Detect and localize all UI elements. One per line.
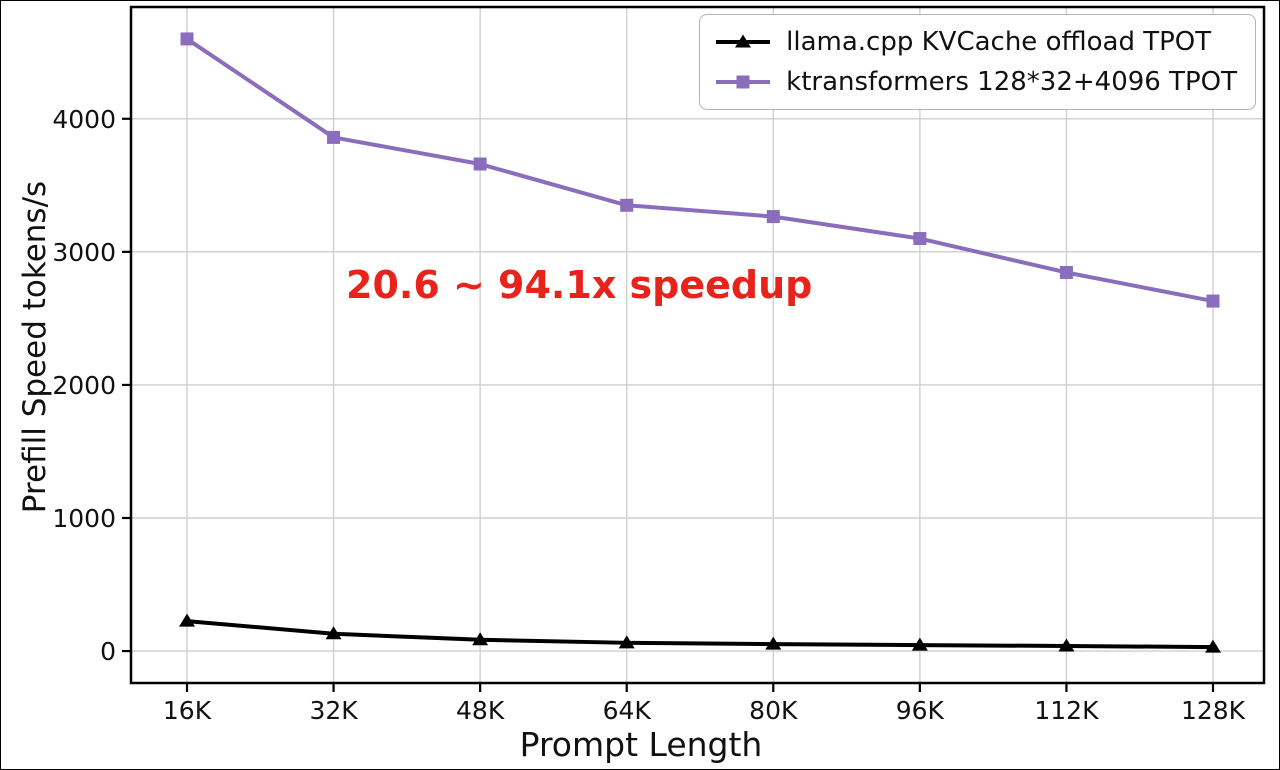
marker-square bbox=[473, 157, 487, 171]
series-triangle bbox=[179, 613, 1221, 653]
marker-square bbox=[180, 32, 194, 46]
marker-square bbox=[1059, 265, 1073, 279]
marker-triangle bbox=[911, 637, 928, 651]
marker-triangle bbox=[765, 636, 782, 650]
y-axis-label: Prefill Speed tokens/s bbox=[17, 180, 53, 514]
y-tick-label: 4000 bbox=[52, 105, 116, 134]
legend-entry: ktransformers 128*32+4096 TPOT bbox=[714, 67, 1237, 97]
marker-square bbox=[327, 130, 341, 144]
x-tick-label: 48K bbox=[456, 696, 505, 725]
legend-label: ktransformers 128*32+4096 TPOT bbox=[786, 67, 1237, 97]
marker-square bbox=[766, 210, 780, 224]
plot-border bbox=[129, 5, 1266, 685]
y-tick-label: 0 bbox=[100, 637, 116, 666]
marker-square bbox=[736, 75, 750, 89]
marker-triangle bbox=[1058, 638, 1075, 652]
marker-square bbox=[1206, 294, 1220, 308]
speedup-annotation: 20.6 ~ 94.1x speedup bbox=[346, 263, 813, 307]
x-tick-label: 96K bbox=[896, 696, 945, 725]
marker-triangle bbox=[325, 626, 342, 640]
series-square bbox=[180, 32, 1220, 308]
marker-triangle bbox=[618, 635, 635, 649]
legend-sample-square bbox=[716, 75, 771, 89]
marker-triangle bbox=[735, 34, 752, 48]
series-line bbox=[186, 619, 1214, 650]
y-tick-label: 1000 bbox=[52, 504, 116, 533]
marker-square bbox=[913, 232, 927, 246]
x-tick-label: 112K bbox=[1034, 696, 1099, 725]
y-tick-label: 2000 bbox=[52, 371, 116, 400]
legend: llama.cpp KVCache offload TPOT ktransform… bbox=[699, 14, 1256, 110]
x-tick-label: 16K bbox=[163, 696, 212, 725]
marker-square bbox=[620, 198, 634, 212]
legend-entry: llama.cpp KVCache offload TPOT bbox=[714, 27, 1237, 57]
x-tick-label: 80K bbox=[749, 696, 798, 725]
x-tick-label: 64K bbox=[603, 696, 652, 725]
marker-triangle bbox=[1205, 639, 1221, 653]
x-axis-label: Prompt Length bbox=[519, 725, 763, 764]
x-tick-label: 128K bbox=[1181, 696, 1246, 725]
series-line bbox=[185, 37, 1214, 304]
x-tick-label: 32K bbox=[309, 696, 358, 725]
y-tick-label: 3000 bbox=[52, 238, 116, 267]
legend-sample-triangle bbox=[716, 34, 771, 48]
marker-triangle bbox=[179, 613, 195, 627]
legend-label: llama.cpp KVCache offload TPOT bbox=[786, 27, 1212, 57]
marker-triangle bbox=[472, 632, 489, 646]
